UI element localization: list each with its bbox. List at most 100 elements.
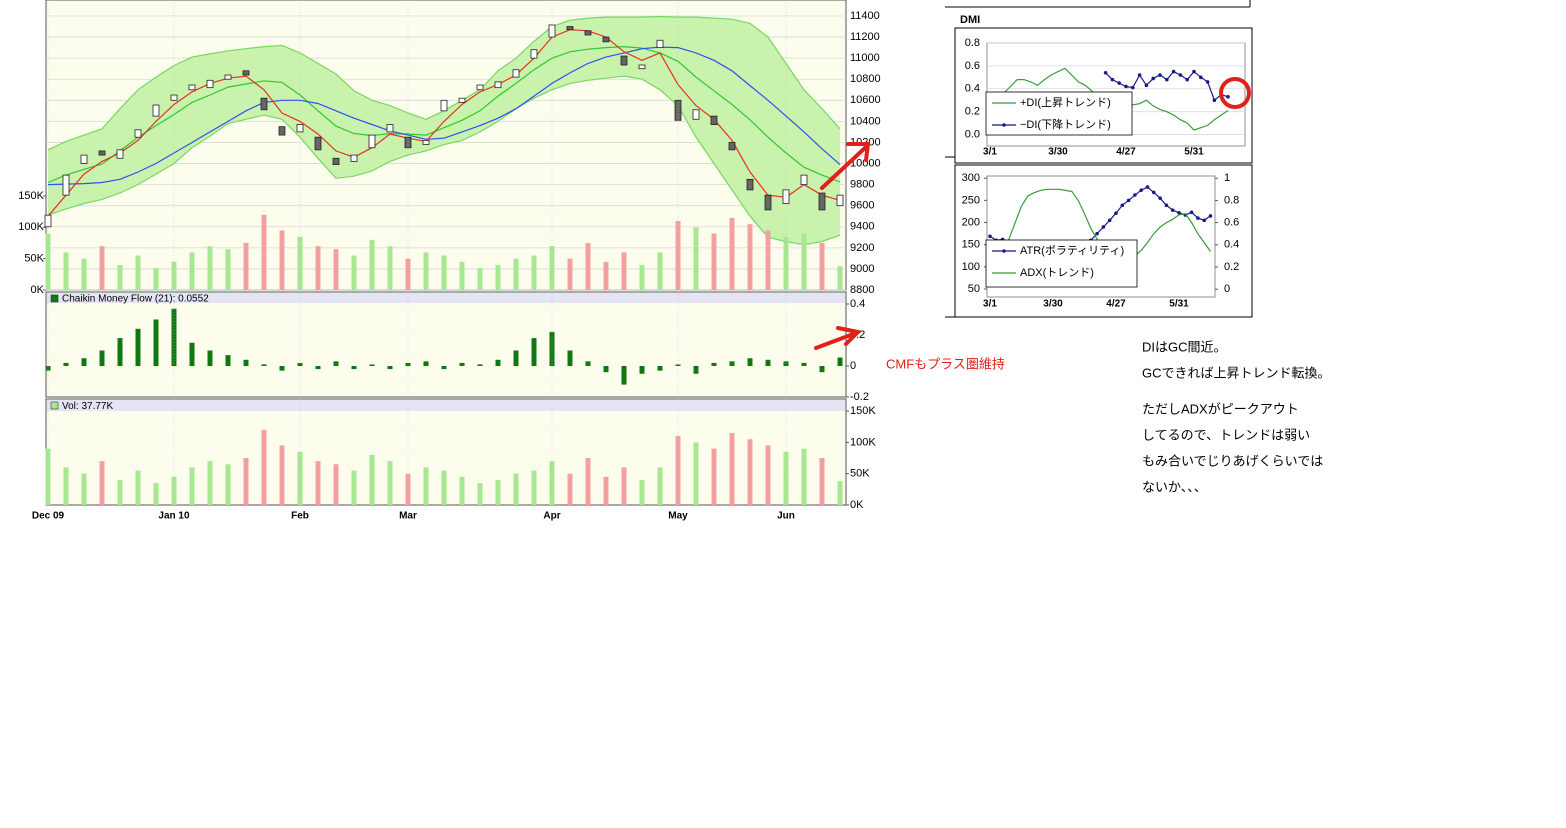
bar	[693, 366, 699, 374]
bar	[729, 432, 735, 505]
bar	[603, 366, 609, 373]
series-line-marker	[1124, 84, 1128, 89]
candle-body	[116, 149, 124, 159]
legend-label: +DI(上昇トレンド)	[1020, 96, 1111, 109]
y-tick-label: 9600	[850, 200, 874, 212]
y-tick-label: 0.6	[1224, 217, 1239, 229]
bar	[441, 366, 447, 370]
candle-body	[242, 70, 250, 76]
bar	[351, 366, 357, 370]
x-tick-label: Jun	[777, 511, 795, 522]
legend-label: −DI(下降トレンド)	[1020, 117, 1111, 131]
y-tick-label: 0.4	[1224, 239, 1239, 251]
series-line-marker	[1177, 210, 1181, 215]
x-tick-label: Jan 10	[158, 511, 190, 522]
volume-bar	[315, 246, 321, 290]
x-tick-label: 5/31	[1184, 147, 1204, 158]
volume-bar	[819, 242, 825, 290]
bar	[297, 451, 303, 505]
bar	[225, 355, 231, 366]
series-line-marker	[1137, 73, 1142, 77]
candle-body	[440, 99, 448, 112]
y-tick-label: 0K	[31, 284, 45, 296]
series-line-marker	[1114, 211, 1118, 216]
bar	[585, 458, 591, 505]
y-tick-label: -0.2	[850, 391, 869, 403]
x-tick-label: 4/27	[1116, 147, 1136, 158]
bar	[387, 366, 393, 370]
bar	[369, 454, 375, 505]
moving-average	[47, 45, 841, 184]
bar	[495, 479, 501, 505]
bar	[117, 479, 123, 505]
moving-average	[47, 46, 841, 186]
volume-bar	[243, 242, 249, 290]
bar	[207, 350, 213, 366]
y-tick-label: 1	[1224, 172, 1230, 184]
bar	[657, 467, 663, 505]
volume-bar	[549, 246, 555, 290]
series-line-marker	[1126, 198, 1131, 203]
series-line-marker	[1131, 85, 1135, 90]
bar	[801, 448, 807, 505]
volume-bar	[369, 239, 375, 290]
series-line-marker	[1103, 70, 1108, 75]
bar	[747, 358, 753, 366]
bar	[765, 359, 771, 366]
candle-body	[314, 136, 322, 151]
bar	[639, 366, 645, 374]
candle-body	[710, 115, 718, 125]
series-line-marker	[1158, 196, 1162, 200]
candle-body	[458, 97, 466, 103]
bar	[423, 361, 429, 366]
volume-bar	[459, 261, 465, 290]
y-tick-label: 50	[968, 283, 980, 295]
bar	[621, 467, 627, 505]
x-tick-label: 3/1	[983, 147, 997, 158]
candle-body	[260, 97, 268, 111]
y-tick-label: 0.4	[965, 83, 980, 95]
y-tick-label: 0K	[850, 499, 864, 511]
volume-bar	[657, 252, 663, 290]
bar	[351, 470, 357, 505]
series-line-marker	[1199, 75, 1203, 80]
bar	[261, 364, 267, 366]
bar	[513, 473, 519, 505]
volume-bar	[801, 233, 807, 290]
bar	[639, 479, 645, 505]
annotation: CMFもプラス圏維持	[886, 356, 1005, 371]
series-line-marker	[1208, 214, 1213, 218]
candle-body	[98, 150, 106, 156]
bar	[153, 483, 159, 505]
candle-body	[80, 154, 88, 164]
x-tick-label: 3/30	[1048, 147, 1068, 158]
series-line-marker	[1226, 94, 1230, 99]
x-tick-label: May	[668, 511, 688, 522]
bar	[63, 467, 69, 505]
bar	[495, 359, 501, 366]
volume-bar	[351, 255, 357, 290]
series-line-marker	[1152, 190, 1156, 195]
y-tick-label: 100K	[18, 221, 44, 233]
bar	[441, 470, 447, 505]
candle-body	[638, 64, 646, 70]
volume-bar	[783, 236, 789, 290]
volume-bar	[495, 264, 501, 290]
candle-body	[746, 178, 754, 191]
legend-box	[985, 91, 1133, 136]
volume-bar	[153, 268, 159, 290]
series-line-marker	[1165, 77, 1169, 82]
legend-swatch	[50, 401, 59, 410]
x-tick-label: 3/1	[983, 299, 997, 310]
candle-body	[530, 49, 538, 59]
series-line-marker	[1205, 80, 1210, 84]
x-tick-label: Apr	[543, 511, 560, 522]
bar	[477, 483, 483, 505]
volume-bar	[567, 258, 573, 290]
arrow-head	[846, 142, 871, 162]
bar	[819, 458, 825, 505]
arrow	[814, 331, 858, 350]
volume-bar	[531, 255, 537, 290]
candle-body	[386, 124, 394, 133]
